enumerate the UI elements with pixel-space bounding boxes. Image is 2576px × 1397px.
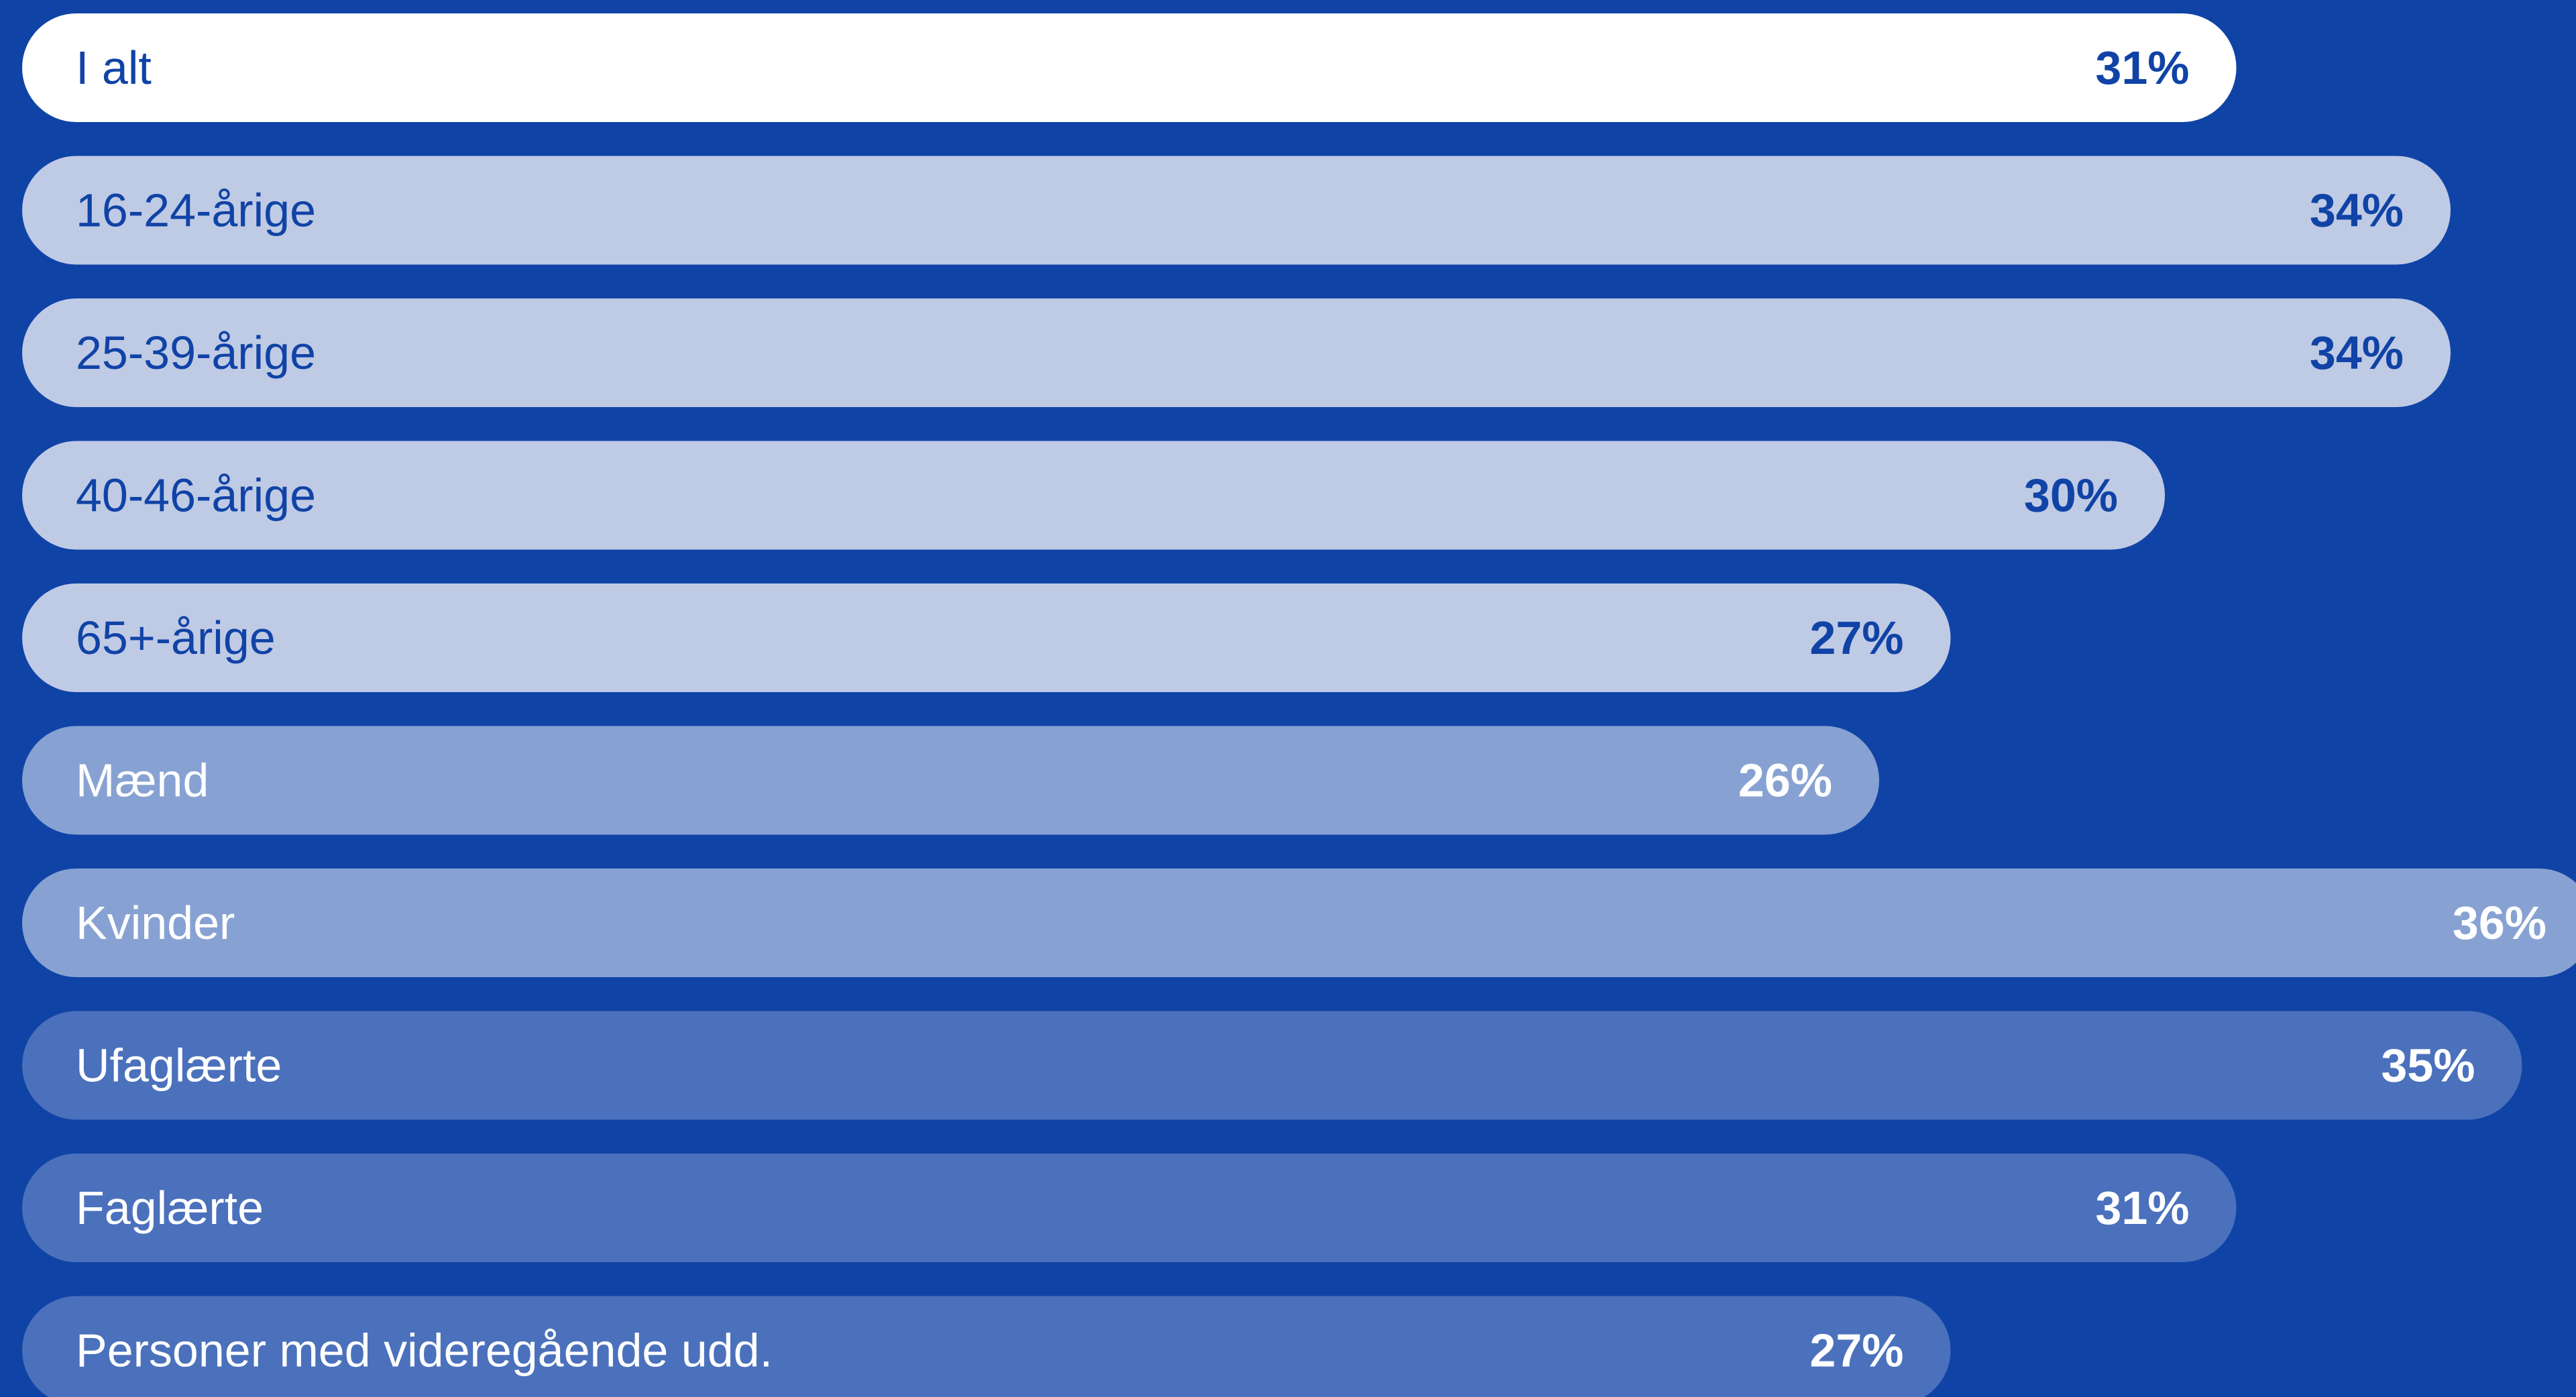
bar-value-label: 31% [2095,1182,2189,1234]
bar-value-label: 34% [2310,327,2404,379]
bar-value-label: 27% [1809,612,1903,664]
bar-label: 16-24-årige [76,184,316,237]
bar [22,13,2237,122]
bar-label: Kvinder [76,897,235,949]
bar-row: 65+-årige 27% [22,583,1951,692]
bar-label: Personer med videregående udd. [76,1325,773,1377]
bar-row: 40-46-årige 30% [22,441,2165,550]
bar [22,869,2576,977]
bar-row: Ufaglærte 35% [22,1011,2522,1120]
bar [22,441,2165,550]
bar-label: Mænd [76,755,209,807]
bars-group: I alt 31% 16-24-årige 34% 25-39-årige 34% 40-4… [22,13,2576,1397]
bar [22,583,1951,692]
bar-row: Kvinder 36% [22,869,2576,977]
bar [22,156,2451,265]
bar-label: 25-39-årige [76,327,316,379]
bar-label: 40-46-årige [76,469,316,522]
bar-row: I alt 31% [22,13,2237,122]
bar-label: Faglærte [76,1182,264,1234]
bar [22,726,1879,835]
bar-value-label: 36% [2453,897,2546,949]
bar-label: 65+-årige [76,612,276,664]
bar [22,1154,2237,1262]
bar-value-label: 26% [1738,755,1832,807]
bar-value-label: 34% [2310,184,2404,237]
bar-value-label: 35% [2381,1040,2475,1092]
bar-row: Personer med videregående udd. 27% [22,1296,1951,1397]
bar-row: 25-39-årige 34% [22,298,2451,407]
bar-value-label: 31% [2095,42,2189,94]
bar-row: Mænd 26% [22,726,1879,835]
bar-value-label: 30% [2024,469,2118,522]
bar [22,298,2451,407]
bar-value-label: 27% [1809,1325,1903,1377]
bar-label: I alt [76,42,152,94]
bar-row: Faglærte 31% [22,1154,2237,1262]
bar-row: 16-24-årige 34% [22,156,2451,265]
bar-label: Ufaglærte [76,1040,282,1092]
bar [22,1011,2522,1120]
bar [22,1296,1951,1397]
